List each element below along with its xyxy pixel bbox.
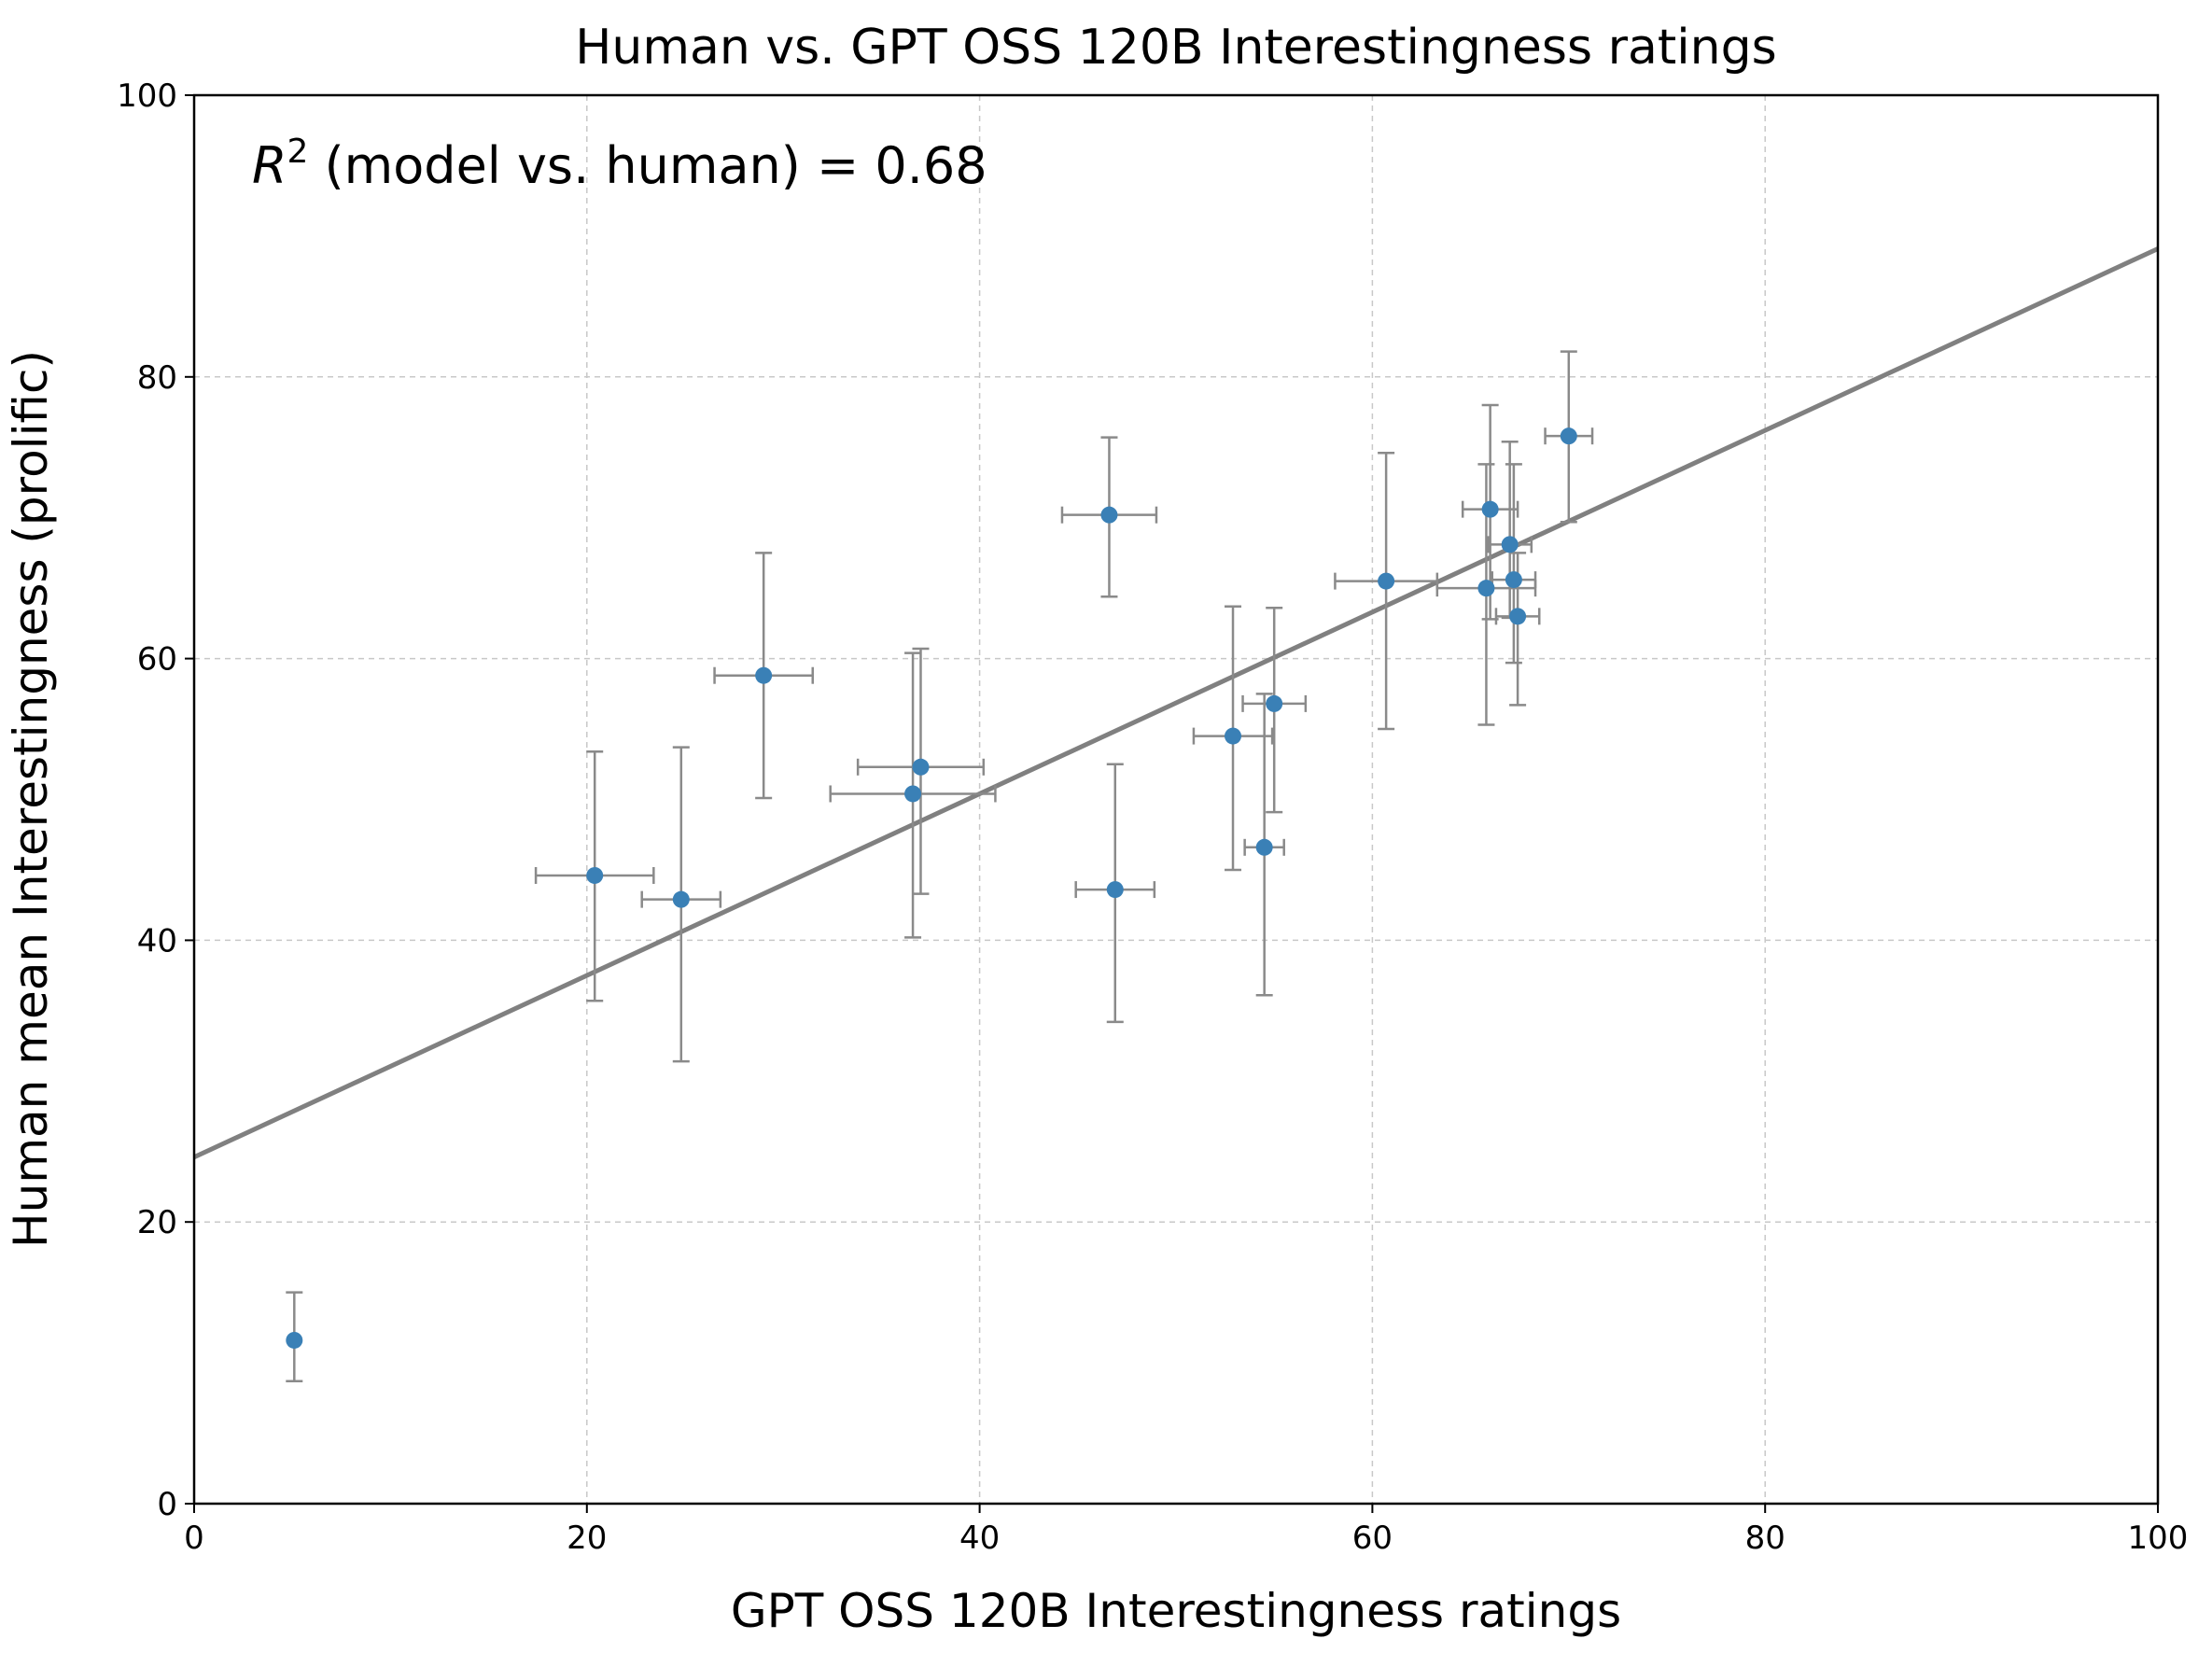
data-point [1378,572,1395,590]
data-point [1481,500,1499,518]
x-tick-label: 100 [2128,1520,2189,1557]
regression-line-group [192,246,2160,1160]
y-axis-label: Human mean Interestingness (prolific) [4,350,58,1248]
y-tick-label: 40 [137,922,177,960]
x-tick-label: 80 [1745,1520,1785,1557]
regression-line [192,246,2160,1160]
data-point [1100,506,1118,524]
data-point [1501,536,1519,553]
y-tick-label: 100 [117,77,177,115]
plot-frame [192,93,2160,1506]
x-axis-label: GPT OSS 120B Interestingness ratings [731,1584,1621,1638]
axis-ticks: 0 20 40 60 80 100 0 20 40 60 80 100 [117,77,2188,1557]
y-tick-label: 0 [157,1486,177,1523]
x-tick-label: 60 [1352,1520,1393,1557]
data-points [286,427,1577,1349]
y-tick-label: 20 [137,1204,177,1241]
data-point [1225,727,1242,745]
data-point [904,785,922,803]
data-point [755,666,773,684]
x-tick-label: 20 [567,1520,607,1557]
r-squared-annotation: R2 (model vs. human) = 0.68 [252,133,987,195]
y-tick-label: 80 [137,359,177,397]
data-point [586,866,604,884]
data-point [1266,694,1283,712]
r-symbol: R [252,136,287,195]
data-point [912,758,930,776]
y-tick-label: 60 [137,641,177,679]
chart-title: Human vs. GPT OSS 120B Interestingness r… [575,20,1776,76]
data-point [1505,571,1522,589]
x-tick-label: 0 [184,1520,204,1557]
data-point [286,1331,303,1349]
data-point [672,890,690,908]
data-point [1106,881,1124,899]
r-exponent: 2 [287,133,309,171]
x-tick-label: 40 [959,1520,1000,1557]
data-point [1560,427,1577,445]
data-point [1255,838,1273,856]
data-point [1509,608,1527,625]
r-squared-text: (model vs. human) = 0.68 [308,136,987,195]
data-point [1477,580,1495,597]
grid [194,95,2158,1504]
